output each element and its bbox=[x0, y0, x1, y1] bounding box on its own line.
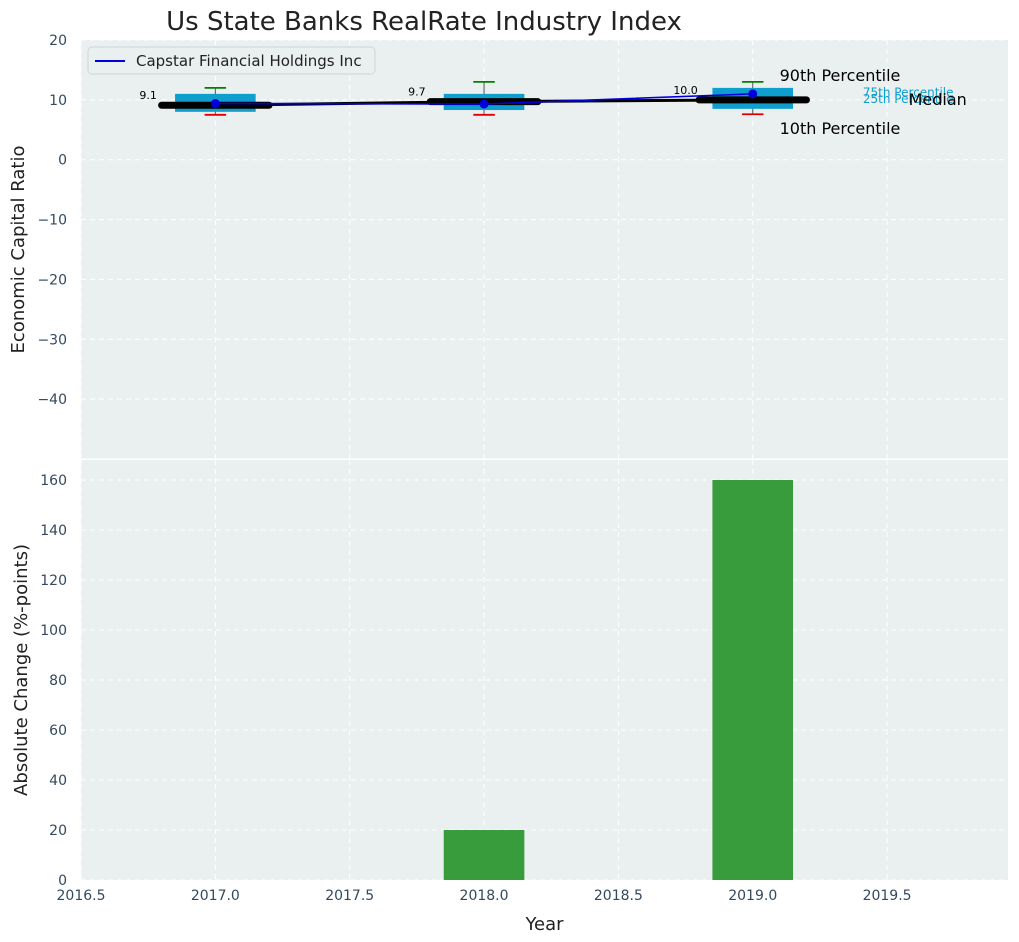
x-tick-label: 2019.0 bbox=[728, 888, 777, 904]
bottom-grid bbox=[80, 460, 1008, 881]
annotation-median: Median bbox=[909, 90, 967, 109]
top-y-ticks: 20 10 0 −10 −20 −30 −40 bbox=[37, 33, 67, 408]
bottom-y-tick-label: 20 bbox=[49, 823, 67, 839]
bottom-y-tick-label: 120 bbox=[40, 573, 67, 589]
annotation-90th-percentile: 90th Percentile bbox=[780, 66, 901, 85]
x-tick-label: 2016.5 bbox=[57, 888, 106, 904]
x-tick-label: 2018.5 bbox=[594, 888, 643, 904]
x-axis-label: Year bbox=[524, 914, 564, 935]
top-y-tick-label: −20 bbox=[37, 272, 67, 288]
top-y-tick-label: 0 bbox=[58, 153, 67, 169]
bottom-y-axis-label: Absolute Change (%-points) bbox=[11, 544, 32, 796]
x-tick-label: 2018.0 bbox=[460, 888, 509, 904]
top-y-tick-label: 20 bbox=[49, 33, 67, 49]
top-panel: 20 10 0 −10 −20 −30 −40 9.1 9.7 10.0 90th Percen… bbox=[8, 33, 1008, 461]
x-tick-label: 2017.5 bbox=[325, 888, 374, 904]
legend: Capstar Financial Holdings Inc bbox=[87, 46, 376, 75]
company-series-point bbox=[479, 99, 489, 109]
box-median-label: 9.7 bbox=[408, 86, 426, 99]
annotation-25th-percentile: 25th Percentile bbox=[863, 92, 954, 106]
x-tick-label: 2019.5 bbox=[863, 888, 912, 904]
company-series-point bbox=[748, 89, 758, 99]
top-y-tick-label: −30 bbox=[37, 332, 67, 348]
bottom-y-tick-label: 0 bbox=[58, 873, 67, 889]
x-tick-label: 2017.0 bbox=[191, 888, 240, 904]
bottom-panel: 0 20 40 60 80 100 120 140 160 2016.5 2017.0 2017.5… bbox=[11, 460, 1008, 935]
top-y-tick-label: −40 bbox=[37, 392, 67, 408]
top-y-tick-label: −10 bbox=[37, 213, 67, 229]
bottom-y-tick-label: 80 bbox=[49, 673, 67, 689]
x-ticks: 2016.5 2017.0 2017.5 2018.0 2018.5 2019.0 2019… bbox=[57, 888, 912, 904]
bottom-y-tick-label: 100 bbox=[40, 623, 67, 639]
company-series-point bbox=[210, 98, 220, 108]
legend-box bbox=[87, 46, 376, 75]
bottom-y-tick-label: 60 bbox=[49, 723, 67, 739]
change-bar-1 bbox=[443, 830, 525, 880]
top-y-tick-label: 10 bbox=[49, 93, 67, 109]
chart-title: Us State Banks RealRate Industry Index bbox=[166, 7, 682, 37]
annotation-10th-percentile: 10th Percentile bbox=[780, 119, 901, 138]
bottom-y-tick-label: 160 bbox=[40, 473, 67, 489]
percentile-annotations: 90th Percentile 75th Percentile 25th Per… bbox=[780, 66, 967, 138]
annotation-75th-percentile: 75th Percentile bbox=[863, 85, 954, 99]
company-series bbox=[210, 89, 758, 109]
change-bar-2 bbox=[712, 480, 794, 880]
bottom-y-tick-label: 140 bbox=[40, 523, 67, 539]
bottom-y-ticks: 0 20 40 60 80 100 120 140 160 bbox=[40, 473, 67, 889]
change-bars bbox=[443, 480, 794, 880]
bottom-panel-background bbox=[81, 460, 1008, 880]
box-median-label: 10.0 bbox=[673, 84, 698, 97]
legend-entry-label: Capstar Financial Holdings Inc bbox=[136, 52, 362, 70]
bottom-y-tick-label: 40 bbox=[49, 773, 67, 789]
top-y-axis-label: Economic Capital Ratio bbox=[8, 146, 29, 354]
box-median-label: 9.1 bbox=[139, 89, 157, 102]
